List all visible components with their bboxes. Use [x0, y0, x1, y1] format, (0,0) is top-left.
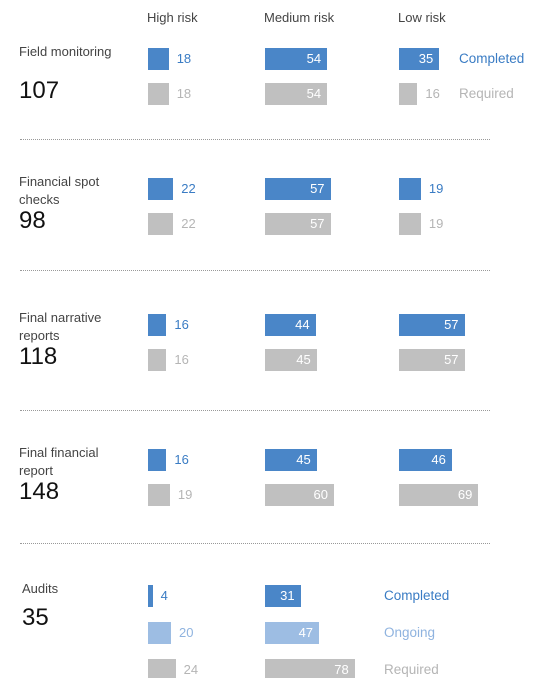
- bar: [265, 449, 317, 471]
- value-label: 24: [183, 662, 199, 677]
- value-label: 45: [296, 352, 311, 367]
- separator: [20, 410, 490, 411]
- legend-label: Ongoing: [384, 625, 436, 640]
- legend-label: Completed: [384, 588, 450, 603]
- bar: [265, 622, 320, 644]
- bar: [148, 449, 167, 471]
- value-label: 46: [431, 452, 446, 467]
- group-label: Final financial report: [19, 445, 99, 478]
- bar: [148, 83, 169, 105]
- group-label: Field monitoring: [19, 44, 112, 59]
- group-total: 148: [19, 478, 60, 505]
- value-label: 35: [418, 51, 434, 66]
- group-total: 98: [19, 207, 46, 234]
- separator: [20, 270, 490, 271]
- value-label: 57: [310, 216, 325, 231]
- bar: [148, 585, 153, 607]
- value-label: 57: [444, 352, 459, 367]
- bar: [148, 484, 170, 506]
- value-label: 57: [310, 181, 325, 196]
- legend-label: Required: [459, 86, 514, 101]
- value-label: 19: [428, 216, 444, 231]
- value-label: 57: [444, 317, 459, 332]
- bar: [148, 48, 169, 70]
- bar: [148, 178, 174, 200]
- bar: [148, 622, 171, 644]
- bar: [148, 213, 174, 235]
- bar: [399, 83, 418, 105]
- bar: [265, 83, 328, 105]
- bar: [399, 178, 421, 200]
- value-label: 47: [298, 625, 314, 640]
- bar: [265, 484, 334, 506]
- bar: [265, 585, 301, 607]
- group-total: 35: [22, 604, 49, 631]
- separator: [20, 139, 490, 140]
- value-label: 44: [295, 317, 310, 332]
- group-label: Audits: [22, 581, 59, 596]
- bar: [265, 349, 317, 371]
- bar: [399, 213, 421, 235]
- bar: [399, 449, 452, 471]
- value-label: 31: [280, 588, 295, 603]
- value-label: 60: [313, 487, 328, 502]
- value-label: 22: [181, 216, 196, 231]
- value-label: 54: [306, 86, 322, 101]
- bar: [148, 349, 167, 371]
- bar: [148, 659, 176, 678]
- value-label: 19: [428, 181, 444, 196]
- column-header: Low risk: [398, 10, 446, 25]
- value-label: 22: [181, 181, 196, 196]
- group-label: Final narrative reports: [19, 310, 102, 343]
- value-label: 54: [306, 51, 322, 66]
- bar: [399, 48, 440, 70]
- bar: [148, 314, 167, 336]
- value-label: 4: [160, 588, 168, 603]
- value-label: 78: [334, 662, 349, 677]
- value-label: 16: [174, 317, 189, 332]
- value-label: 19: [177, 487, 193, 502]
- value-label: 18: [176, 86, 192, 101]
- value-label: 45: [296, 452, 311, 467]
- group-label: Financial spot checks: [19, 174, 100, 207]
- legend-label: Completed: [459, 51, 525, 66]
- value-label: 16: [174, 352, 189, 367]
- bar: [399, 484, 479, 506]
- group-total: 118: [19, 343, 58, 370]
- bar: [399, 349, 465, 371]
- separator: [20, 543, 490, 544]
- bar: [265, 213, 331, 235]
- column-header: Medium risk: [264, 10, 335, 25]
- bar: [265, 659, 355, 678]
- bar: [265, 48, 328, 70]
- bar: [399, 314, 465, 336]
- value-label: 16: [425, 86, 440, 101]
- value-label: 69: [457, 487, 473, 502]
- column-header: High risk: [147, 10, 198, 25]
- value-label: 16: [174, 452, 189, 467]
- value-label: 18: [176, 51, 192, 66]
- value-label: 20: [179, 625, 194, 640]
- bar: [265, 314, 316, 336]
- legend-label: Required: [384, 662, 439, 677]
- bar: [265, 178, 331, 200]
- group-total: 107: [19, 77, 60, 104]
